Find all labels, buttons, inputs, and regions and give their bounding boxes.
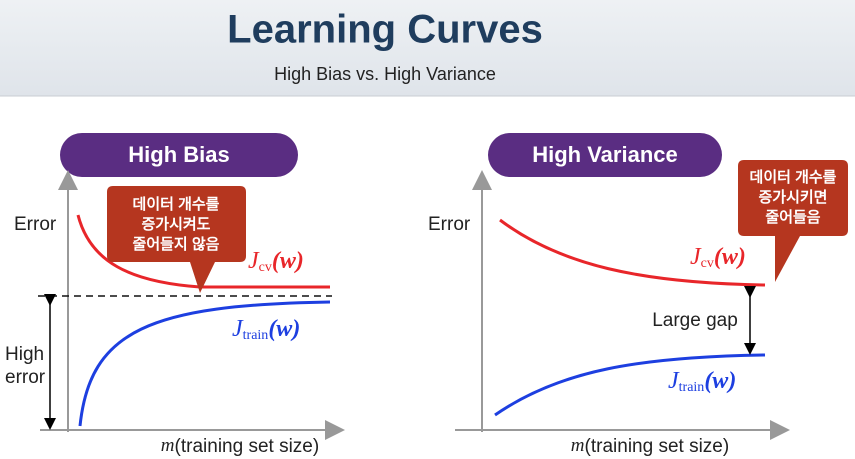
sym: J [248,248,260,274]
cv-label: Jcv(w) [690,244,746,272]
x-text: (training set size) [585,436,730,457]
x-text: (training set size) [175,436,320,457]
y-label: Error [14,214,57,235]
sym: J [668,368,680,394]
train-curve [78,300,331,427]
subtitle: High Bias vs. High Variance [274,64,496,84]
sym: J [690,244,702,270]
cv-curve [499,218,766,287]
arg: (w) [272,248,304,274]
callout-line: 데이터 개수를 [750,168,837,186]
gap-label: Large gap [652,310,738,331]
arg: (w) [714,244,746,270]
gap-label: High [5,344,44,365]
arg: (w) [704,368,736,394]
title: Learning Curves [227,8,543,52]
arg: (w) [268,316,300,342]
y-label: Error [428,214,471,235]
callout-line: 데이터 개수를 [133,195,220,213]
cv-curve [76,214,330,289]
header-bg [0,0,855,96]
train-label: Jtrain(w) [668,368,736,396]
callout-line: 줄어들음 [765,209,820,226]
callout [107,186,246,293]
panel-pill [60,133,298,177]
x-var: m [161,435,175,456]
x-var: m [571,435,585,456]
callout-line: 줄어들지 않음 [133,236,220,253]
train-label: Jtrain(w) [232,316,300,344]
sub: train [679,380,705,395]
gap-label: error [5,367,46,388]
x-label: m(training set size) [571,435,729,457]
cv-label: Jcv(w) [248,248,304,276]
sub: train [243,328,269,343]
sub: cv [701,256,714,271]
x-label: m(training set size) [161,435,319,457]
callout-line: 증가시키면 [758,189,827,206]
callout [738,160,848,282]
panel-title: High Bias [128,142,229,167]
sub: cv [259,260,272,275]
sym: J [232,316,244,342]
train-curve [494,353,766,417]
panel-title: High Variance [532,142,678,167]
callout-line: 증가시켜도 [141,216,210,233]
panel-pill [488,133,722,177]
gap-box [645,305,745,337]
